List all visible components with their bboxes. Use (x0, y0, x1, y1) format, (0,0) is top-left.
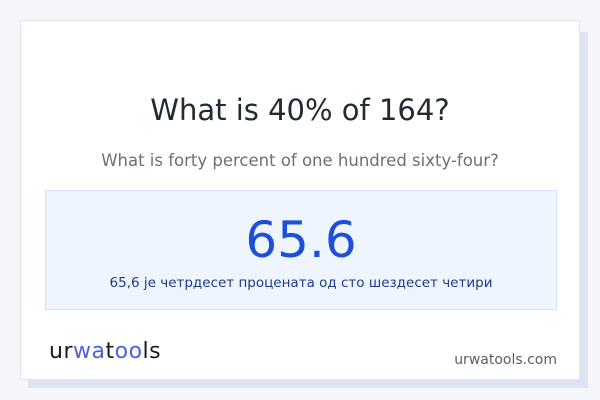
urwatools-logo: urwatools (49, 339, 161, 364)
result-card: What is 40% of 164? What is forty percen… (20, 20, 580, 380)
logo-part: ur (49, 339, 73, 364)
logo-part: wa (73, 339, 106, 364)
site-url: urwatools.com (454, 352, 557, 368)
result-words: 65,6 је четрдесет процената од сто шезде… (109, 275, 493, 291)
question-in-words: What is forty percent of one hundred six… (101, 151, 499, 170)
result-box: 65.6 65,6 је четрдесет процената од сто … (45, 190, 557, 310)
result-value: 65.6 (245, 211, 357, 269)
logo-part: ls (142, 339, 162, 364)
logo-part: oo (114, 339, 143, 364)
logo-part: t (105, 339, 115, 364)
page-title: What is 40% of 164? (150, 93, 450, 127)
